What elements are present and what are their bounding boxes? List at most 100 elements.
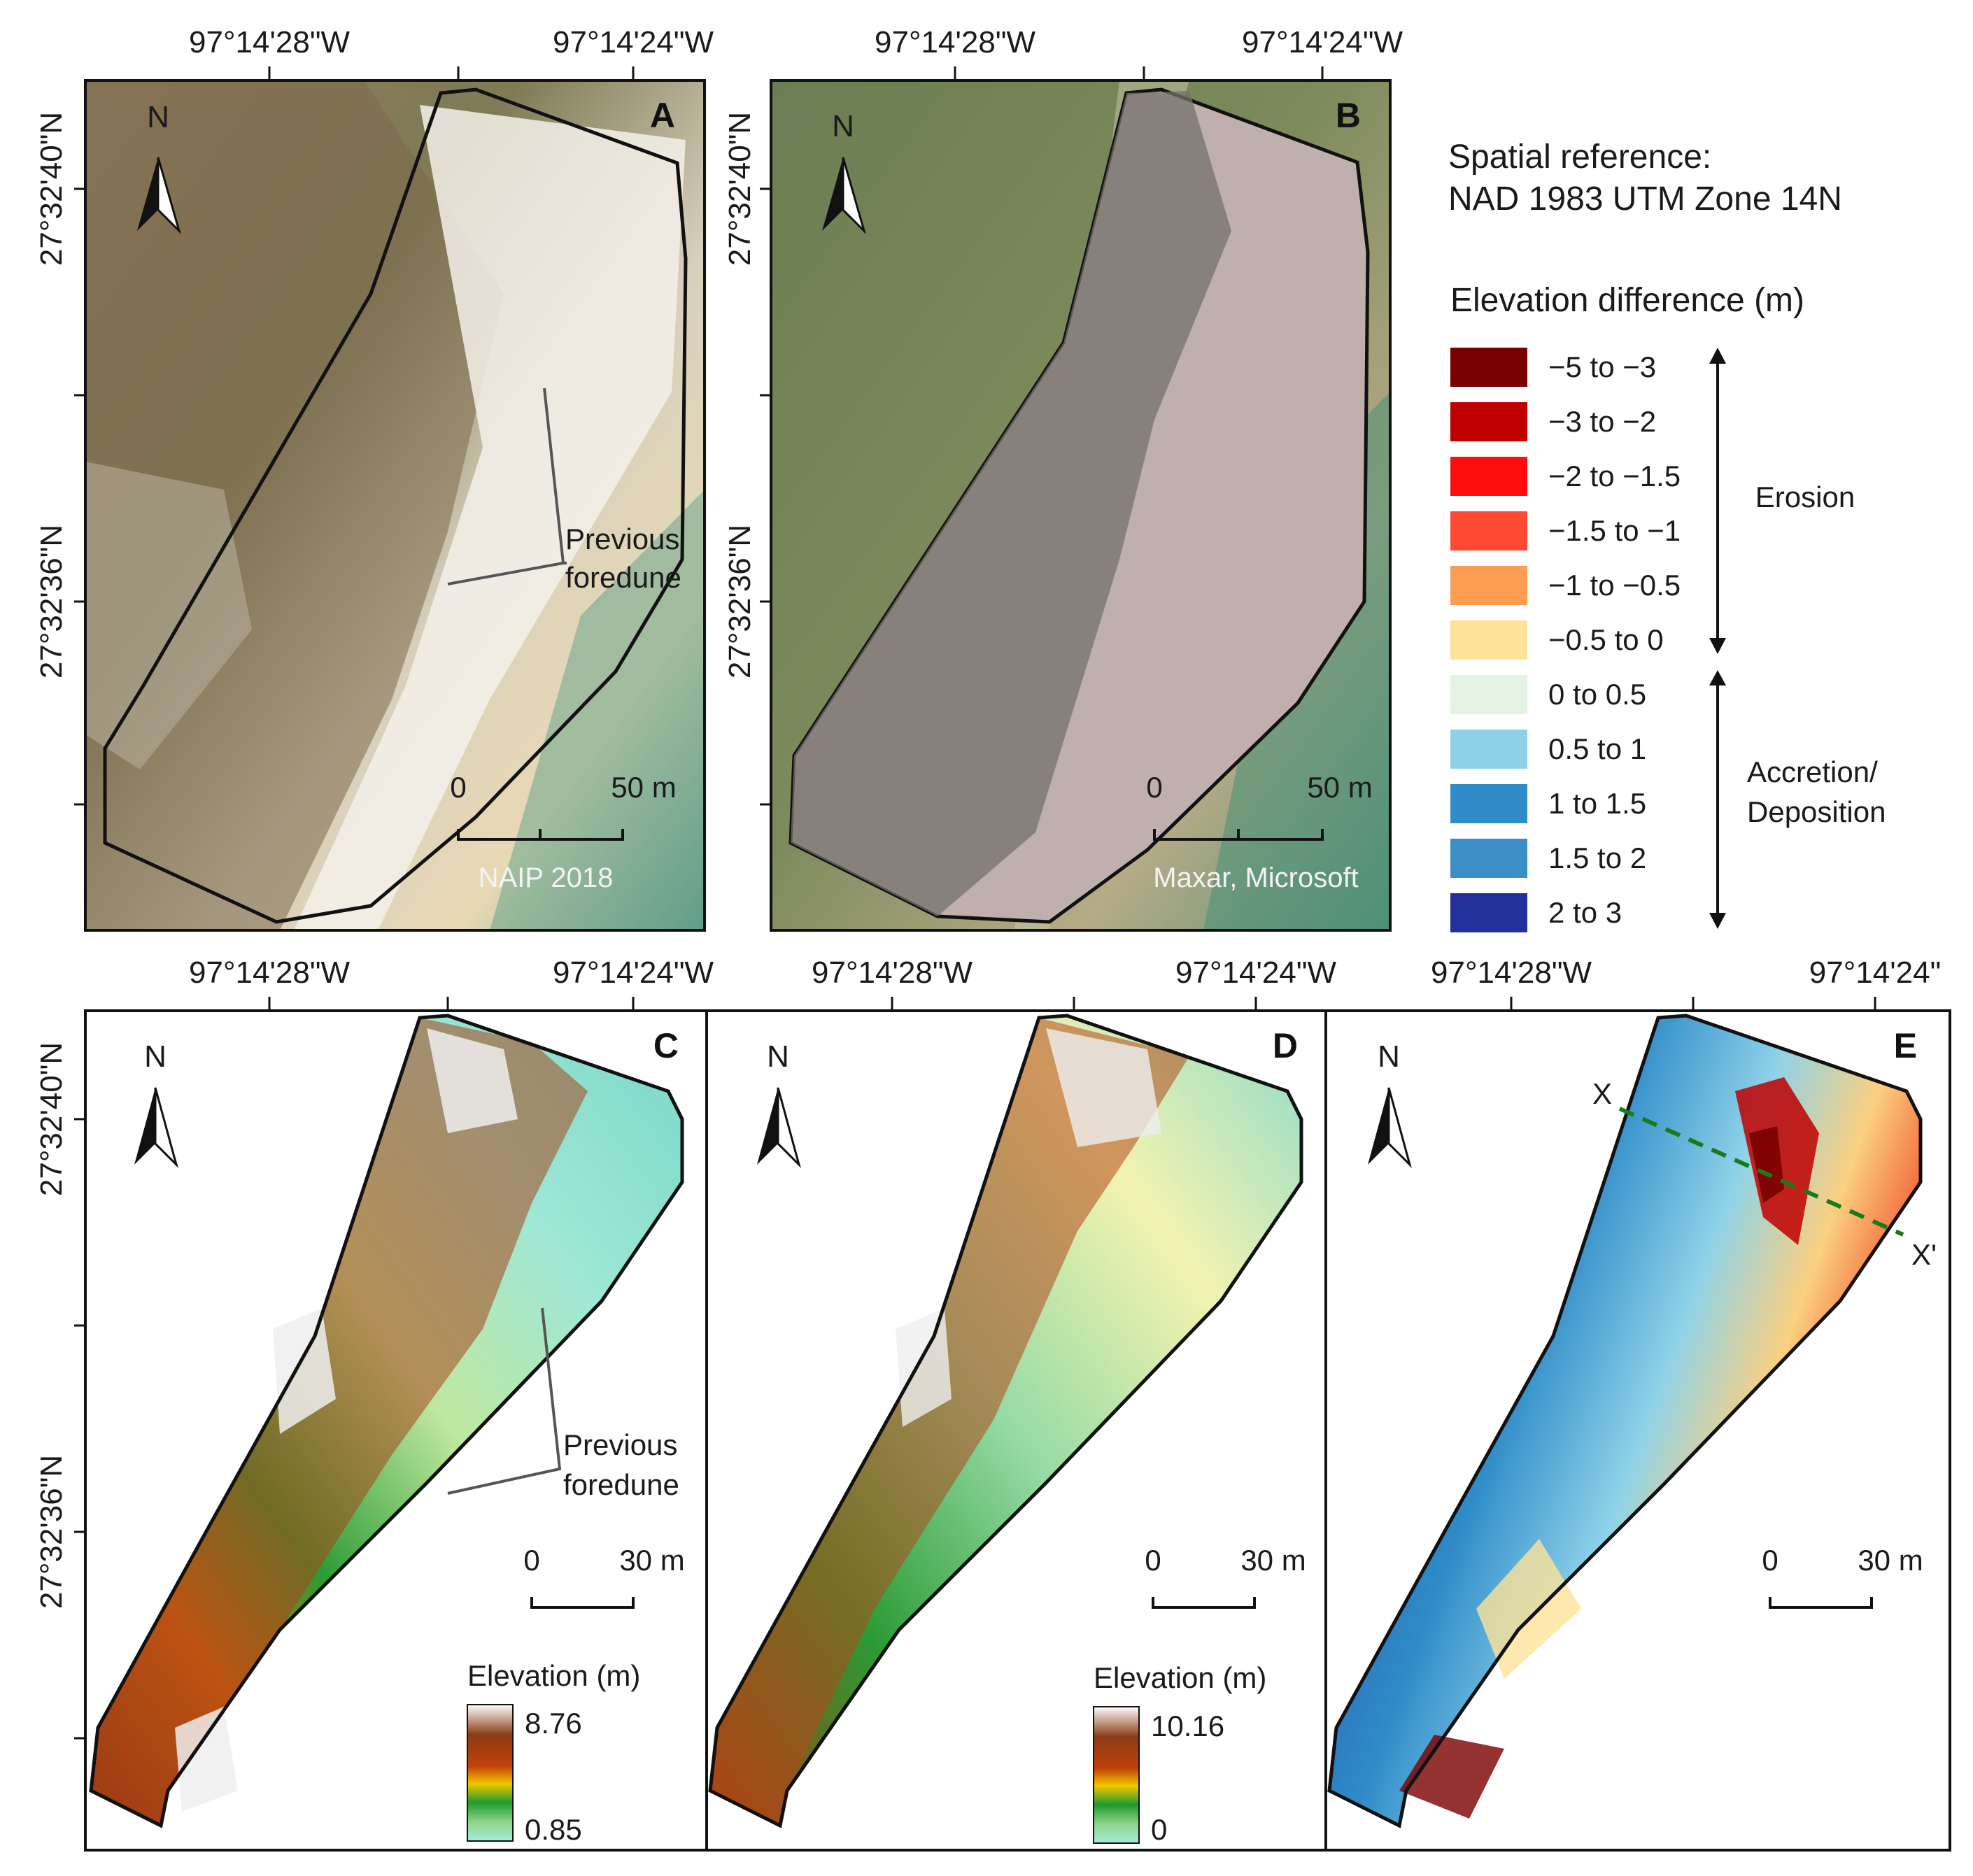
svg-text:0: 0 bbox=[523, 1544, 539, 1577]
legend-label: −2 to −1.5 bbox=[1548, 460, 1681, 492]
panel-a-north-arrow: N bbox=[137, 100, 182, 235]
lat-label: 27°32'36"N bbox=[723, 525, 757, 678]
panel-b: B N 0 50 m Maxar, Microsoft bbox=[770, 79, 1392, 932]
panel-a: A N Previous foredune 0 50 m NAIP 2018 bbox=[84, 79, 706, 932]
spatial-reference-line2: NAD 1983 UTM Zone 14N bbox=[1448, 180, 1842, 218]
legend-label: 1.5 to 2 bbox=[1548, 841, 1646, 874]
annotation-foredune: foredune bbox=[565, 561, 681, 594]
lon-label: 97°14'28"W bbox=[189, 25, 350, 59]
panel-d: D N 0 30 m Elevation (m) 10.16 0 bbox=[708, 1014, 1306, 1846]
legend-swatch bbox=[1450, 566, 1527, 605]
panel-d-elevation-legend: Elevation (m) 10.16 0 bbox=[1093, 1661, 1266, 1846]
erosion-arrow: Erosion bbox=[1709, 348, 1855, 654]
svg-text:N: N bbox=[767, 1039, 789, 1074]
svg-text:0: 0 bbox=[1146, 771, 1162, 804]
legend-swatch bbox=[1450, 839, 1527, 878]
scale-zero: 0 bbox=[450, 771, 466, 804]
panel-a-texture bbox=[85, 80, 705, 930]
svg-text:50 m: 50 m bbox=[1307, 771, 1372, 804]
panel-e-difference-surface bbox=[1329, 1016, 1921, 1826]
north-label: N bbox=[147, 100, 169, 134]
accretion-arrow: Accretion/ Deposition bbox=[1709, 670, 1886, 929]
panel-a-scale-bar: 0 50 m NAIP 2018 bbox=[450, 771, 676, 893]
profile-line-x-xprime bbox=[1618, 1107, 1904, 1237]
legend-swatch bbox=[1450, 784, 1527, 823]
legend-label: −1 to −0.5 bbox=[1548, 569, 1681, 602]
svg-text:30 m: 30 m bbox=[1858, 1544, 1923, 1577]
panel-b-north-arrow: N bbox=[822, 109, 867, 235]
elevation-color-ramp bbox=[467, 1704, 514, 1842]
svg-text:97°14'28"W: 97°14'28"W bbox=[812, 955, 973, 990]
legend-swatch bbox=[1450, 348, 1527, 387]
north-arrow-icon bbox=[134, 1088, 155, 1165]
svg-text:foredune: foredune bbox=[563, 1468, 679, 1501]
legend-swatch bbox=[1450, 457, 1527, 496]
north-arrow-icon bbox=[822, 157, 843, 231]
svg-text:E: E bbox=[1894, 1026, 1917, 1065]
legend-label: −3 to −2 bbox=[1548, 405, 1656, 438]
svg-text:97°14'24"W: 97°14'24"W bbox=[1175, 955, 1336, 990]
bottom-row-frame bbox=[84, 1009, 1951, 1852]
svg-text:C: C bbox=[653, 1026, 679, 1065]
deposition-label: Deposition bbox=[1747, 795, 1886, 828]
panel-c-elevation-legend: Elevation (m) 8.76 0.85 bbox=[467, 1659, 640, 1846]
svg-text:Previous: Previous bbox=[563, 1428, 677, 1461]
svg-text:0: 0 bbox=[1145, 1544, 1161, 1577]
scale-max: 50 m bbox=[611, 771, 676, 804]
panel-e-scale-bar: 0 30 m bbox=[1762, 1544, 1923, 1609]
lon-label: 97°14'24"W bbox=[1242, 25, 1403, 59]
svg-text:97°14'24"W: 97°14'24"W bbox=[553, 955, 714, 990]
image-source-credit: Maxar, Microsoft bbox=[1153, 862, 1358, 893]
lat-label: 27°32'40"N bbox=[34, 112, 69, 266]
left-coordinates-top: 27°32'40"N 27°32'36"N 27°32'40"N 27°32'3… bbox=[34, 112, 771, 806]
panel-b-scale-bar: 0 50 m Maxar, Microsoft bbox=[1146, 771, 1372, 893]
legend-label: 1 to 1.5 bbox=[1548, 787, 1646, 820]
panel-a-survey-boundary bbox=[103, 87, 688, 924]
profile-end-label: X' bbox=[1911, 1238, 1937, 1271]
profile-start-label: X bbox=[1592, 1077, 1612, 1110]
lon-label: 97°14'24"W bbox=[553, 25, 714, 59]
panel-c: C N Previous foredune 0 30 m Elevation (… bbox=[89, 1014, 685, 1846]
lat-label: 27°32'36"N bbox=[34, 525, 69, 678]
panel-b-frame bbox=[770, 79, 1392, 932]
legend-title: Elevation difference (m) bbox=[1450, 282, 1804, 319]
svg-text:N: N bbox=[1378, 1039, 1400, 1074]
svg-text:Elevation (m): Elevation (m) bbox=[1094, 1661, 1266, 1694]
svg-text:0: 0 bbox=[1151, 1813, 1167, 1846]
svg-text:27°32'36"N: 27°32'36"N bbox=[34, 1455, 69, 1609]
legend-label: 2 to 3 bbox=[1548, 896, 1622, 929]
erosion-label: Erosion bbox=[1755, 481, 1855, 513]
lon-label: 97°14'28"W bbox=[875, 25, 1035, 59]
panel-c-scale-bar: 0 30 m bbox=[523, 1544, 685, 1609]
spatial-reference-line1: Spatial reference: bbox=[1448, 138, 1711, 176]
panel-a-letter: A bbox=[650, 96, 675, 135]
legend-label: −0.5 to 0 bbox=[1548, 623, 1664, 656]
elevation-color-ramp bbox=[1093, 1706, 1140, 1844]
svg-text:N: N bbox=[144, 1039, 167, 1074]
elevation-min: 0.85 bbox=[525, 1813, 582, 1846]
legend-swatch bbox=[1450, 730, 1527, 769]
legend-swatch bbox=[1450, 620, 1527, 660]
svg-text:N: N bbox=[832, 109, 854, 143]
legend-label: 0.5 to 1 bbox=[1548, 732, 1646, 765]
panel-e: X X' E N 0 30 m bbox=[1327, 1014, 1937, 1828]
panel-a-annotation: Previous foredune bbox=[447, 388, 681, 594]
svg-text:0: 0 bbox=[1762, 1544, 1778, 1577]
top-coordinates: 97°14'28"W 97°14'24"W 97°14'28"W 97°14'2… bbox=[189, 25, 1403, 80]
image-source-credit: NAIP 2018 bbox=[479, 862, 614, 893]
lat-label: 27°32'40"N bbox=[723, 112, 757, 266]
north-arrow-icon bbox=[137, 157, 158, 231]
panel-c-north-arrow: N bbox=[134, 1039, 178, 1169]
legend-label: 0 to 0.5 bbox=[1548, 678, 1646, 711]
svg-text:97°14'24": 97°14'24" bbox=[1809, 955, 1941, 990]
panel-e-north-arrow: N bbox=[1368, 1039, 1412, 1169]
legend-swatch bbox=[1450, 893, 1527, 932]
svg-text:97°14'28"W: 97°14'28"W bbox=[189, 955, 350, 990]
panel-d-scale-bar: 0 30 m bbox=[1145, 1544, 1306, 1609]
legend-items: −5 to −3 −3 to −2 −2 to −1.5 −1.5 to −1 −1 t… bbox=[1450, 348, 1681, 932]
legend-label: −1.5 to −1 bbox=[1548, 514, 1681, 547]
north-arrow-icon bbox=[1368, 1088, 1389, 1165]
bottom-coordinates: 97°14'28"W 97°14'24"W 97°14'28"W 97°14'2… bbox=[34, 955, 1941, 1740]
legend-swatch bbox=[1450, 511, 1527, 550]
